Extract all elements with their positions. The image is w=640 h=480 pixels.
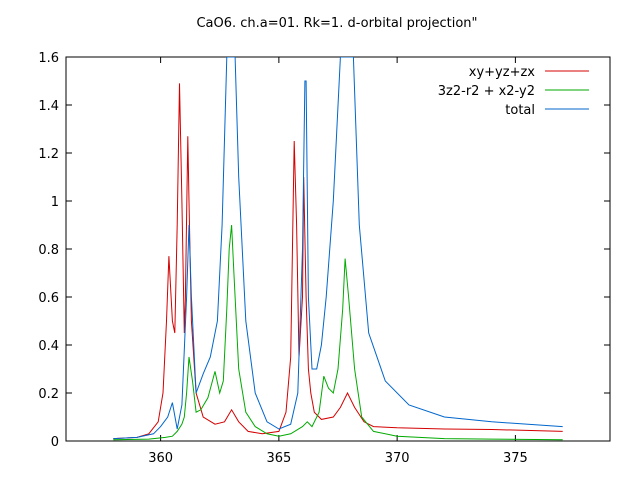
x-tick-label: 375 [503,451,528,466]
x-tick-label: 360 [148,451,173,466]
ticks-layer: 0 0.2 0.4 0.6 0.8 1 1.2 1.4 1.6 360 365 370 375 [38,51,610,466]
y-tick-label: 0.4 [38,339,59,354]
series-line-1 [113,83,563,440]
series-line-2 [113,224,563,441]
y-tick-label: 1.4 [38,99,59,114]
y-tick-label: 1 [51,195,59,210]
y-tick-label: 0 [51,435,59,450]
y-tick-label: 1.6 [38,51,59,66]
series-line-3 [113,57,563,440]
series-layer [113,57,563,441]
legend-label: 3z2-r2 + x2-y2 [438,84,535,99]
legend: xy+yz+zx 3z2-r2 + x2-y2 total [438,65,589,118]
x-tick-label: 365 [266,451,291,466]
y-tick-label: 1.2 [38,147,59,162]
y-tick-label: 0.8 [38,243,59,258]
chart-title: CaO6. ch.a=01. Rk=1. d-orbital projectio… [196,16,477,31]
x-tick-label: 370 [385,451,410,466]
y-tick-label: 0.2 [38,387,59,402]
legend-label: xy+yz+zx [469,65,536,80]
legend-label: total [505,103,535,118]
y-tick-label: 0.6 [38,291,59,306]
